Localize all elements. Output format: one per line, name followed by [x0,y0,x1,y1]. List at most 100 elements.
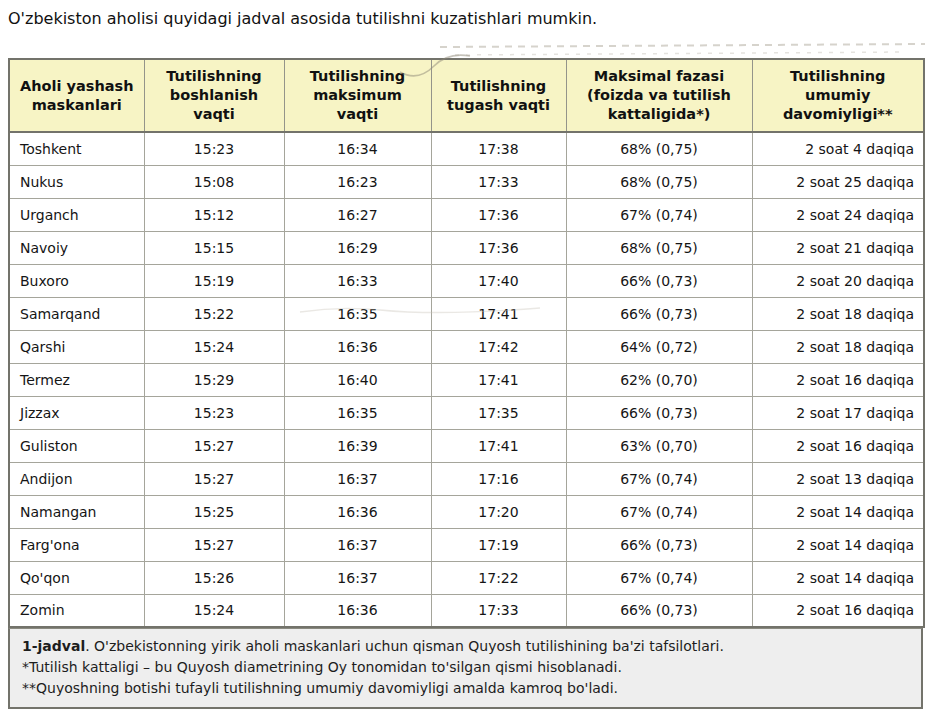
city-cell: Urganch [9,198,144,231]
max-phase-cell: 66% (0,73) [566,594,752,627]
max-time-cell: 16:35 [284,396,431,429]
end-time-cell: 17:36 [431,231,566,264]
start-time-cell: 15:25 [144,495,284,528]
max-phase-cell: 67% (0,74) [566,198,752,231]
duration-cell: 2 soat 16 daqiqa [752,363,924,396]
max-time-cell: 16:40 [284,363,431,396]
city-cell: Namangan [9,495,144,528]
table-row: Buxoro 15:19 16:33 17:40 66% (0,73) 2 so… [9,264,924,297]
duration-cell: 2 soat 20 daqiqa [752,264,924,297]
start-time-cell: 15:23 [144,132,284,165]
city-cell: Toshkent [9,132,144,165]
column-header-city: Aholi yashash maskanlari [9,59,144,132]
max-phase-cell: 66% (0,73) [566,297,752,330]
max-phase-cell: 62% (0,70) [566,363,752,396]
city-cell: Navoiy [9,231,144,264]
scan-artifact-dashes-2 [455,52,905,55]
duration-cell: 2 soat 25 daqiqa [752,165,924,198]
max-phase-cell: 67% (0,74) [566,462,752,495]
table-caption-text: . O'zbekistonning yirik aholi maskanlari… [85,638,724,654]
duration-cell: 2 soat 14 daqiqa [752,561,924,594]
duration-cell: 2 soat 17 daqiqa [752,396,924,429]
duration-cell: 2 soat 14 daqiqa [752,495,924,528]
duration-cell: 2 soat 16 daqiqa [752,594,924,627]
table-row: Jizzax 15:23 16:35 17:35 66% (0,73) 2 so… [9,396,924,429]
table-body: Toshkent 15:23 16:34 17:38 68% (0,75) 2 … [9,132,924,627]
duration-cell: 2 soat 16 daqiqa [752,429,924,462]
end-time-cell: 17:40 [431,264,566,297]
start-time-cell: 15:08 [144,165,284,198]
start-time-cell: 15:15 [144,231,284,264]
max-time-cell: 16:23 [284,165,431,198]
start-time-cell: 15:27 [144,462,284,495]
start-time-cell: 15:22 [144,297,284,330]
max-time-cell: 16:37 [284,528,431,561]
max-phase-cell: 67% (0,74) [566,561,752,594]
city-cell: Guliston [9,429,144,462]
end-time-cell: 17:33 [431,165,566,198]
max-phase-cell: 66% (0,73) [566,528,752,561]
start-time-cell: 15:19 [144,264,284,297]
max-phase-cell: 66% (0,73) [566,264,752,297]
max-phase-cell: 67% (0,74) [566,495,752,528]
city-cell: Termez [9,363,144,396]
start-time-cell: 15:24 [144,594,284,627]
city-cell: Jizzax [9,396,144,429]
table-row: Zomin 15:24 16:36 17:33 66% (0,73) 2 soa… [9,594,924,627]
max-time-cell: 16:37 [284,561,431,594]
end-time-cell: 17:19 [431,528,566,561]
duration-cell: 2 soat 4 daqiqa [752,132,924,165]
city-cell: Samarqand [9,297,144,330]
page-title: O'zbekiston aholisi quyidagi jadval asos… [0,0,931,28]
max-time-cell: 16:29 [284,231,431,264]
end-time-cell: 17:33 [431,594,566,627]
end-time-cell: 17:41 [431,429,566,462]
table-row: Qarshi 15:24 16:36 17:42 64% (0,72) 2 so… [9,330,924,363]
table-row: Termez 15:29 16:40 17:41 62% (0,70) 2 so… [9,363,924,396]
max-time-cell: 16:33 [284,264,431,297]
max-time-cell: 16:36 [284,594,431,627]
table-row: Navoiy 15:15 16:29 17:36 68% (0,75) 2 so… [9,231,924,264]
max-phase-cell: 68% (0,75) [566,165,752,198]
max-time-cell: 16:35 [284,297,431,330]
max-time-cell: 16:37 [284,462,431,495]
duration-cell: 2 soat 14 daqiqa [752,528,924,561]
eclipse-table-container: Aholi yashash maskanlari Tutilishning bo… [8,58,923,709]
start-time-cell: 15:27 [144,429,284,462]
column-header-start: Tutilishning boshlanish vaqti [144,59,284,132]
start-time-cell: 15:26 [144,561,284,594]
start-time-cell: 15:12 [144,198,284,231]
max-phase-cell: 68% (0,75) [566,231,752,264]
footnote-magnitude: *Tutilish kattaligi – bu Quyosh diametri… [22,657,911,678]
table-caption-block: 1-jadval. O'zbekistonning yirik aholi ma… [8,628,923,709]
footnote-duration: **Quyoshning botishi tufayli tutilishnin… [22,678,911,699]
scan-artifact-dashes [440,44,925,47]
max-time-cell: 16:39 [284,429,431,462]
city-cell: Buxoro [9,264,144,297]
end-time-cell: 17:42 [431,330,566,363]
city-cell: Andijon [9,462,144,495]
end-time-cell: 17:41 [431,297,566,330]
city-cell: Nukus [9,165,144,198]
table-row: Urganch 15:12 16:27 17:36 67% (0,74) 2 s… [9,198,924,231]
table-caption: 1-jadval. O'zbekistonning yirik aholi ma… [22,636,911,657]
table-row: Andijon 15:27 16:37 17:16 67% (0,74) 2 s… [9,462,924,495]
max-time-cell: 16:36 [284,330,431,363]
header-row: Aholi yashash maskanlari Tutilishning bo… [9,59,924,132]
city-cell: Zomin [9,594,144,627]
end-time-cell: 17:16 [431,462,566,495]
column-header-end: Tutilishning tugash vaqti [431,59,566,132]
duration-cell: 2 soat 24 daqiqa [752,198,924,231]
city-cell: Qo'qon [9,561,144,594]
max-time-cell: 16:36 [284,495,431,528]
max-phase-cell: 64% (0,72) [566,330,752,363]
start-time-cell: 15:27 [144,528,284,561]
end-time-cell: 17:41 [431,363,566,396]
duration-cell: 2 soat 21 daqiqa [752,231,924,264]
max-time-cell: 16:27 [284,198,431,231]
column-header-duration: Tutilishning umumiy davomiyligi** [752,59,924,132]
table-row: Guliston 15:27 16:39 17:41 63% (0,70) 2 … [9,429,924,462]
table-row: Samarqand 15:22 16:35 17:41 66% (0,73) 2… [9,297,924,330]
table-row: Namangan 15:25 16:36 17:20 67% (0,74) 2 … [9,495,924,528]
table-row: Toshkent 15:23 16:34 17:38 68% (0,75) 2 … [9,132,924,165]
